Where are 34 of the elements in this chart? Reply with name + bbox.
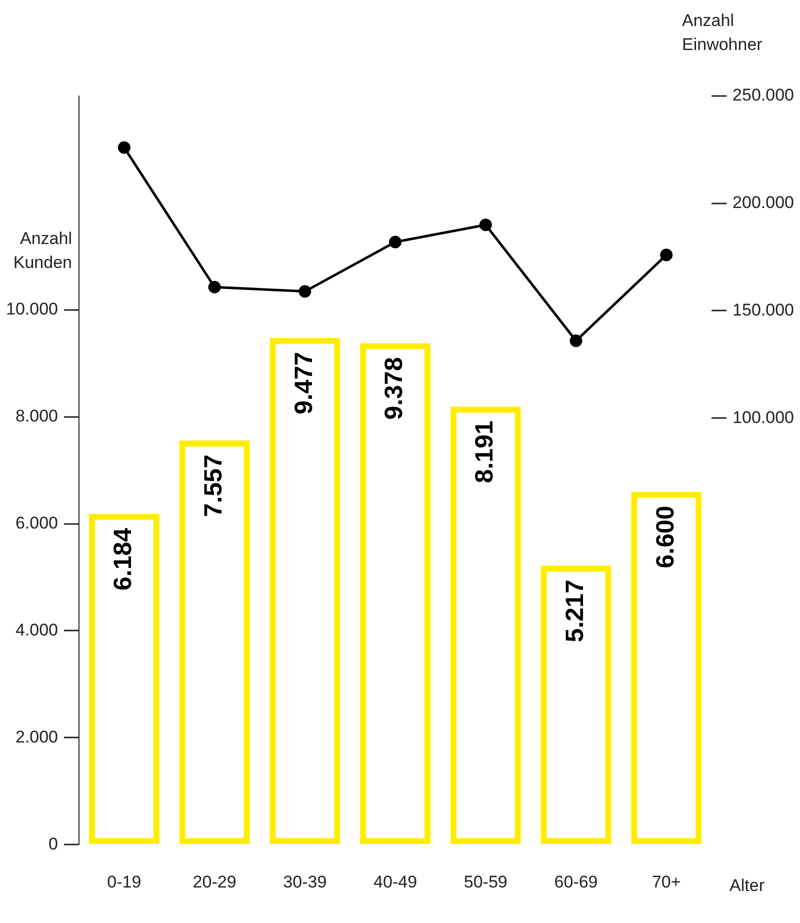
y-tick-label: 4.000 <box>15 620 58 640</box>
y2-tick-label: 250.000 <box>732 86 794 105</box>
y2-tick-label: 200.000 <box>732 193 794 212</box>
y2-axis-title: Anzahl Einwohner <box>682 11 763 54</box>
x-axis-title: Alter <box>730 876 765 895</box>
point <box>298 285 312 298</box>
x-tick-label: 30-39 <box>283 872 327 892</box>
x-tick-label: 20-29 <box>192 872 236 892</box>
y-tick-label: 8.000 <box>15 406 58 426</box>
data-label: 6.600 <box>651 506 680 568</box>
point <box>389 236 402 248</box>
point <box>208 280 221 294</box>
x-tick-label: 0-19 <box>107 872 142 892</box>
data-label: 8.191 <box>470 420 499 484</box>
x-tick-label: 40-49 <box>374 872 418 892</box>
x-tick-label: 70+ <box>652 872 681 892</box>
point <box>570 334 582 348</box>
y-tick-label: 2.000 <box>15 727 58 746</box>
y-axis-title: Anzahl Kunden <box>13 229 72 272</box>
x-tick-label: 50-59 <box>464 872 508 892</box>
y-tick-label: 0 <box>48 834 58 854</box>
point <box>479 218 492 232</box>
y2-tick-label: 150.000 <box>732 300 794 320</box>
y-tick-label: 10.000 <box>6 300 58 319</box>
x-tick-label: 60-69 <box>554 872 598 892</box>
data-label: 9.378 <box>380 357 408 420</box>
data-label: 5.217 <box>560 580 589 642</box>
point <box>118 141 130 154</box>
y2-tick-label: 100.000 <box>732 408 794 427</box>
data-label: 9.477 <box>290 352 318 414</box>
data-label: 6.184 <box>109 528 138 590</box>
data-label: 7.557 <box>199 454 228 518</box>
y-tick-label: 6.000 <box>15 513 58 532</box>
point <box>660 248 673 262</box>
